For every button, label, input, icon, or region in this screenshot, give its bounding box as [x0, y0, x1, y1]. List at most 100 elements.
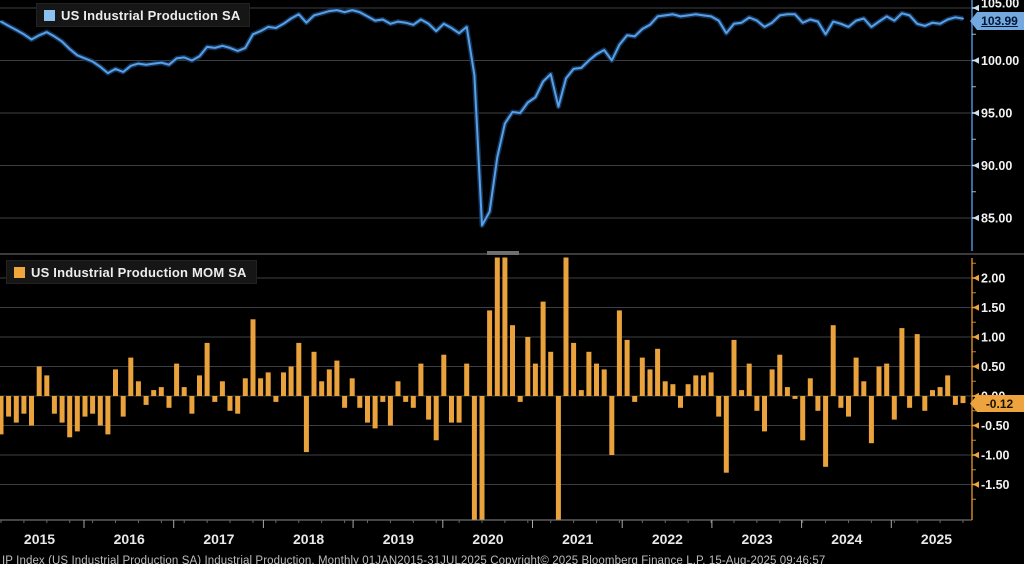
- mom-bar: [258, 378, 264, 396]
- mom-bar: [525, 337, 531, 396]
- mom-bar: [67, 396, 73, 438]
- mom-bar: [693, 375, 699, 396]
- mom-bar: [303, 396, 309, 453]
- mom-bar: [204, 342, 210, 396]
- last-mom-badge: -0.12: [970, 395, 1024, 412]
- mom-bar: [739, 390, 745, 396]
- mom-bar: [189, 396, 195, 414]
- mom-bar: [387, 396, 393, 426]
- mom-bar: [624, 339, 630, 396]
- mom-bar: [296, 342, 302, 396]
- price-line-series: [0, 7, 964, 228]
- mom-bar: [899, 328, 905, 396]
- mom-bar: [670, 384, 676, 396]
- mom-bar: [288, 366, 294, 396]
- mom-bar: [830, 325, 836, 396]
- mom-bar: [616, 310, 622, 396]
- last-price-badge: 103.99: [970, 12, 1024, 30]
- mom-bar: [662, 381, 668, 397]
- mom-bar: [342, 396, 348, 408]
- mom-bar: [601, 369, 607, 396]
- mom-bar: [487, 310, 493, 396]
- mom-bar: [746, 363, 752, 396]
- y-axis-label: -0.50: [981, 419, 1010, 433]
- mom-bar: [769, 369, 775, 396]
- mom-bar: [151, 390, 157, 396]
- y-axis-label: 100.00: [981, 54, 1019, 68]
- y-tick-arrow: [973, 304, 979, 311]
- mom-bar: [181, 387, 187, 396]
- mom-bar: [441, 354, 447, 396]
- mom-bar: [914, 334, 920, 396]
- mom-bar: [731, 339, 737, 396]
- mom-bar: [197, 375, 202, 396]
- mom-bar: [113, 369, 118, 396]
- legend-top[interactable]: US Industrial Production SA: [36, 3, 251, 27]
- mom-bar: [823, 396, 829, 467]
- legend-bottom[interactable]: US Industrial Production MOM SA: [6, 260, 257, 284]
- mom-bar: [479, 396, 485, 520]
- mom-bar: [143, 396, 149, 405]
- y-tick-arrow: [973, 214, 979, 222]
- mom-bar: [433, 396, 439, 441]
- mom-bar: [723, 396, 729, 473]
- mom-bar: [532, 363, 538, 396]
- mom-bar: [334, 360, 340, 396]
- mom-bar: [311, 351, 317, 397]
- mom-bar: [594, 363, 599, 396]
- mom-bar: [365, 396, 370, 423]
- blue-series-swatch-icon: [44, 9, 55, 21]
- mom-bar: [815, 396, 821, 411]
- mom-bar-series: [0, 257, 966, 520]
- mom-bar: [250, 319, 256, 396]
- legend-top-label: US Industrial Production SA: [61, 7, 241, 23]
- mom-bar: [861, 381, 867, 397]
- mom-bar: [708, 372, 714, 396]
- mom-bar: [517, 396, 523, 402]
- mom-bar: [128, 357, 134, 396]
- orange-series-swatch-icon: [14, 266, 25, 278]
- mom-bar: [212, 396, 218, 402]
- mom-bar: [922, 396, 928, 411]
- mom-bar: [632, 396, 638, 402]
- mom-bar: [219, 381, 225, 397]
- mom-bar: [563, 257, 569, 396]
- mom-bar: [21, 396, 27, 414]
- mom-bar: [685, 384, 691, 396]
- mom-bar: [853, 357, 859, 396]
- panel-divider-handle[interactable]: [487, 251, 519, 255]
- mom-bar: [418, 363, 424, 396]
- mom-bar: [242, 378, 248, 396]
- mom-bar: [59, 396, 65, 423]
- bottom-plot-area[interactable]: [0, 258, 972, 520]
- mom-bar: [82, 396, 88, 417]
- mom-bar: [44, 375, 50, 396]
- mom-bar: [326, 369, 332, 396]
- mom-bar: [700, 375, 706, 396]
- mom-bar: [777, 354, 783, 396]
- y-axis-label: -1.50: [981, 478, 1010, 492]
- y-tick-arrow: [973, 363, 979, 370]
- mom-bar: [937, 387, 943, 396]
- x-axis-ticks: [0, 520, 964, 528]
- mom-bar: [410, 396, 416, 408]
- mom-bar: [762, 396, 767, 432]
- mom-bar: [174, 363, 180, 396]
- y-axis-label: 105.00: [981, 0, 1019, 11]
- line-series: [0, 9, 964, 227]
- mom-bar: [13, 396, 19, 423]
- mom-bar: [227, 396, 233, 411]
- mom-bar: [868, 396, 874, 444]
- y-axis-label: 85.00: [981, 212, 1012, 226]
- mom-bar: [838, 396, 844, 408]
- mom-bar: [876, 366, 882, 396]
- chart-footer-text: IP Index (US Industrial Production SA) I…: [2, 555, 826, 564]
- mom-bar: [846, 396, 851, 417]
- y-tick-arrow: [973, 451, 979, 459]
- mom-bar: [960, 396, 966, 404]
- y-axis-label: 90.00: [981, 159, 1012, 173]
- mom-bar: [494, 257, 500, 396]
- mom-bar: [449, 396, 454, 423]
- mom-bar: [655, 348, 661, 396]
- top-plot-area[interactable]: [0, 0, 972, 251]
